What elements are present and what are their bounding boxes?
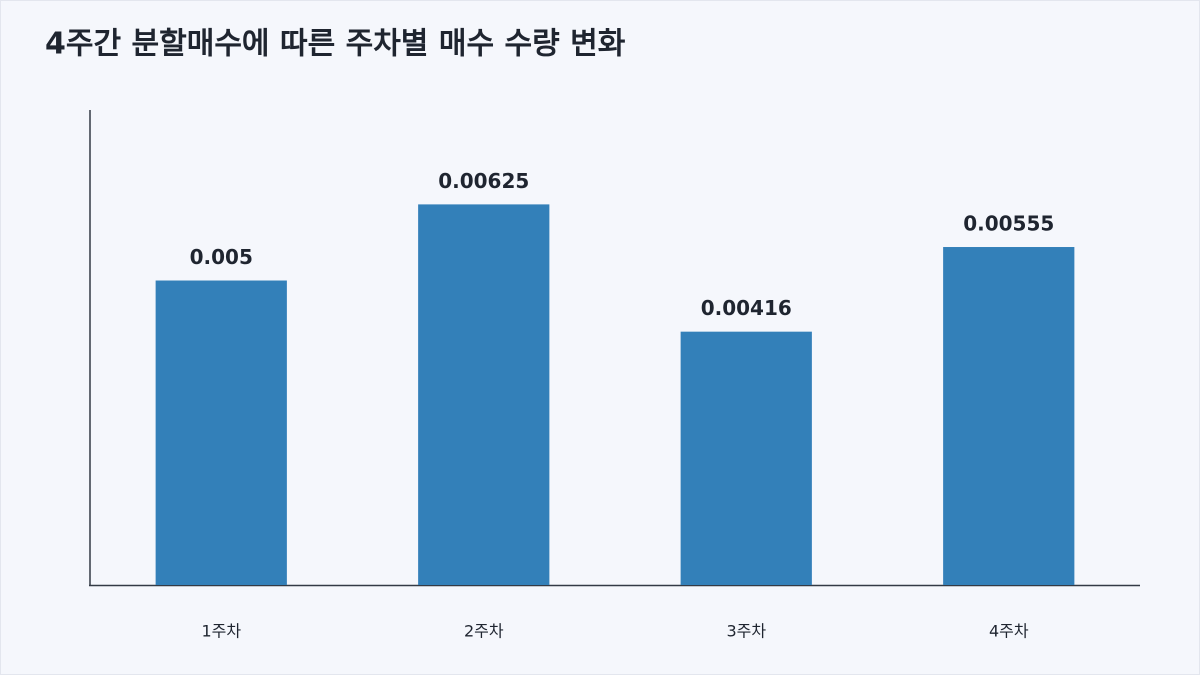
chart-title: 4주간 분할매수에 따른 주차별 매수 수량 변화 <box>45 27 626 62</box>
value-label: 0.00555 <box>963 212 1054 236</box>
x-tick-label: 3주차 <box>726 622 766 641</box>
bar <box>155 280 287 585</box>
bar <box>943 247 1075 585</box>
value-label: 0.005 <box>190 245 253 269</box>
value-label: 0.00625 <box>438 169 529 193</box>
bar <box>680 331 812 585</box>
x-tick-label: 1주차 <box>201 622 241 641</box>
bar <box>418 204 550 585</box>
value-label: 0.00416 <box>701 296 792 320</box>
x-tick-label: 4주차 <box>989 622 1029 641</box>
x-tick-label: 2주차 <box>464 622 504 641</box>
